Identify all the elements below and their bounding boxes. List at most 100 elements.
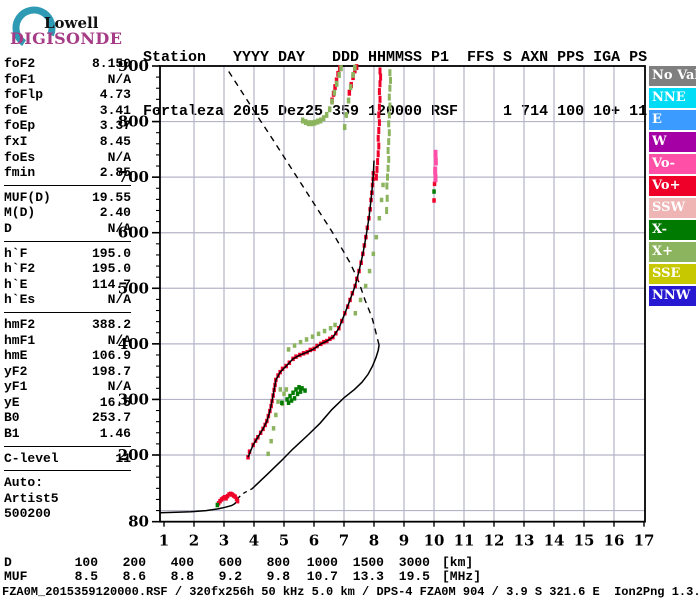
omode-spread-streak <box>378 67 382 75</box>
xmode-echoes <box>274 412 278 418</box>
param-value: N/A <box>107 71 131 87</box>
param-row: B0 253.7 <box>4 410 131 426</box>
param-label: foF1 <box>4 71 36 87</box>
xmode-second-order <box>300 117 305 124</box>
legend-item: X+ <box>649 242 696 262</box>
scale-value: 9.8 <box>266 569 290 584</box>
x-tick-label: 14 <box>544 532 565 550</box>
xmode-spread-streak <box>387 120 391 128</box>
panel-divider <box>4 445 131 447</box>
xmode-second-order <box>312 119 317 126</box>
xmode-second-order <box>353 64 357 71</box>
param-row: h`E 114.7 <box>4 277 131 293</box>
panel-divider <box>4 240 131 242</box>
xmode-second-order <box>344 111 349 118</box>
panel-divider <box>4 311 131 313</box>
xmode-spread-streak <box>388 102 392 110</box>
param-label: B0 <box>4 410 20 426</box>
omode-echoes <box>432 181 437 187</box>
scale-value: 600 <box>218 555 242 570</box>
param-label: fxI <box>4 133 28 149</box>
xmode-echoes <box>276 399 280 404</box>
param-row: hmF1 N/A <box>4 333 131 349</box>
param-value: 253.7 <box>91 410 131 426</box>
omode-echoes <box>235 498 240 504</box>
param-value: 3.37 <box>99 118 131 134</box>
param-label: h`F <box>4 245 28 261</box>
y-tick-label: 800 <box>118 113 149 131</box>
xmode-echoes <box>333 322 337 328</box>
y-tick-label: 700 <box>118 168 149 186</box>
omode-spread-streak <box>377 111 381 119</box>
omode-spread-streak <box>377 119 381 127</box>
logo-text-digisonde: DIGISONDE <box>10 29 123 48</box>
param-row: foEp 3.37 <box>4 118 131 134</box>
legend-item: No Val <box>649 66 699 86</box>
xmode-second-order <box>348 84 353 91</box>
omode-spread-streak <box>376 158 380 166</box>
omode-second-order <box>347 89 352 96</box>
param-value: N/A <box>107 379 131 395</box>
parameter-panel: foF2 8.150 foF1 N/A foFlp 4.73 foE 3.41 foEp 3.37… <box>4 56 131 522</box>
param-value: 106.9 <box>91 348 131 364</box>
logo-arc-icon <box>12 6 56 50</box>
param-row: foF1 N/A <box>4 72 131 88</box>
param-label: MUF(D) <box>4 189 51 205</box>
param-row: fxI 8.45 <box>4 134 131 150</box>
xmode-echoes <box>316 331 321 337</box>
xminus-echoes <box>294 387 298 392</box>
xmode-second-order <box>327 106 332 113</box>
xmode-echoes <box>304 337 309 342</box>
param-value: N/A <box>107 292 131 308</box>
xmode-echoes <box>371 251 376 257</box>
param-value: 16.5 <box>99 394 131 410</box>
param-value: 198.7 <box>91 363 131 379</box>
param-label: h`Es <box>4 292 36 308</box>
param-value: 2.40 <box>99 205 131 221</box>
legend-item: SSE <box>649 264 696 284</box>
scale-value: 8.5 <box>74 569 98 584</box>
scale-value: 13.3 <box>352 569 384 584</box>
omode-echoes <box>234 496 239 502</box>
param-value: 4.73 <box>99 87 131 103</box>
x-tick-label: 12 <box>484 532 505 550</box>
vominus-echoes <box>433 166 438 175</box>
x-tick-label: 2 <box>189 532 199 550</box>
param-value: 195.0 <box>91 245 131 261</box>
scale-value: 8.6 <box>122 569 146 584</box>
xmode-echoes <box>269 438 273 444</box>
xmode-echoes <box>381 182 385 188</box>
omode-spread-streak <box>377 103 381 111</box>
scale-row: MUF 8.5 8.6 8.8 9.2 9.8 10.7 13.3 19.5 [MHz] <box>0 570 560 584</box>
param-label: M(D) <box>4 205 36 221</box>
xminus-echoes <box>295 391 300 397</box>
param-value: N/A <box>107 220 131 236</box>
scale-row-label: D <box>4 555 12 570</box>
xmode-spread-streak <box>387 129 391 137</box>
x-tick-label: 16 <box>604 532 625 550</box>
xmode-second-order <box>332 89 337 96</box>
xmode-echoes <box>298 339 303 345</box>
scale-unit: [MHz] <box>442 569 482 584</box>
param-row: B1 1.46 <box>4 426 131 442</box>
xmode-spread-streak <box>386 164 390 172</box>
param-row: MUF(D) 19.55 <box>4 190 131 206</box>
lowell-digisonde-logo: Lowell DIGISONDE <box>4 2 134 58</box>
scale-value: 10.7 <box>306 569 338 584</box>
xmode-second-order <box>337 71 341 78</box>
xmode-spread-streak <box>387 155 391 163</box>
x-tick-label: 10 <box>424 532 445 550</box>
xmode-echoes <box>310 334 315 339</box>
legend-item: X- <box>649 220 696 240</box>
param-label: yF1 <box>4 379 28 395</box>
xminus-echoes <box>285 397 289 402</box>
omode-spread-streak <box>376 134 380 142</box>
param-label: yF2 <box>4 363 28 379</box>
param-row: foE 3.41 <box>4 103 131 119</box>
param-label: h`F2 <box>4 261 36 277</box>
param-label: hmE <box>4 348 28 364</box>
status-line: FZA0M_2015359120000.RSF / 320fx256h 50 k… <box>2 585 700 599</box>
omode-spread-streak <box>377 127 381 134</box>
